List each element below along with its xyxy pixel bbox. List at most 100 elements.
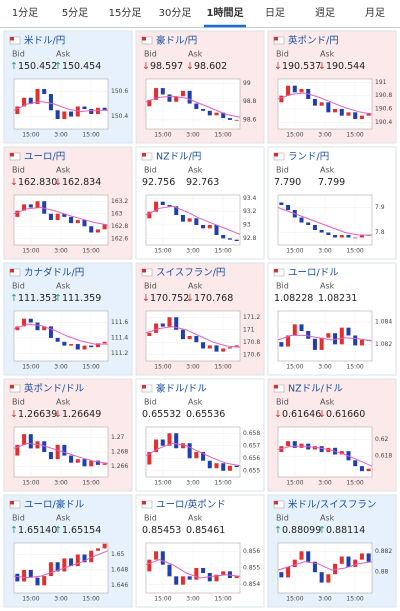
candle (42, 89, 47, 94)
ask-label: Ask (320, 50, 335, 59)
flag-mark (274, 269, 278, 273)
candle (353, 460, 358, 467)
x-tick-label: 15:00 (22, 596, 39, 603)
x-tick-label: 15:00 (214, 596, 231, 603)
pair-name[interactable]: スイスフラン/円 (156, 268, 225, 279)
pair-name[interactable]: ランド/円 (288, 152, 329, 163)
bid-label: Bid (276, 514, 289, 523)
pair-name[interactable]: 米ドル/円 (24, 35, 65, 47)
moving-average (13, 323, 108, 345)
bid-label: Bid (276, 50, 289, 59)
candle (319, 102, 324, 106)
tab[interactable]: 15分足 (109, 7, 142, 19)
candle (160, 439, 165, 446)
tab[interactable]: 月足 (365, 7, 385, 19)
candle (22, 434, 27, 445)
candle (89, 345, 94, 348)
candle (35, 322, 40, 331)
price: 92.763 (186, 177, 219, 188)
candle (234, 239, 239, 241)
tab[interactable]: 日足 (265, 7, 285, 19)
pair-name[interactable]: 豪ドル/ドル (156, 383, 207, 395)
candle (292, 559, 297, 567)
candle (359, 115, 364, 119)
ask-value: 0.65536 (186, 409, 225, 420)
candle (286, 441, 291, 447)
y-tick-label: 99 (243, 80, 251, 87)
pair-name[interactable]: 英ポンド/ドル (24, 383, 85, 395)
candle (279, 342, 284, 347)
x-tick-label: 15:00 (346, 248, 363, 255)
candle (326, 232, 331, 235)
candle (102, 543, 107, 549)
pair-name[interactable]: ユーロ/豪ドル (24, 499, 85, 511)
candle (167, 317, 172, 327)
candle (180, 329, 185, 340)
pair-name[interactable]: NZドル/ドル (288, 384, 343, 395)
candle (15, 326, 20, 331)
y-tick-label: 1.648 (111, 566, 128, 573)
candle (55, 562, 60, 572)
ask-value: ↓190.544 (318, 61, 365, 72)
y-tick-label: 111.4 (111, 334, 128, 341)
ask-value: ↑0.88114 (318, 525, 365, 536)
candle (102, 463, 107, 465)
pair-name[interactable]: 豪ドル/円 (156, 35, 197, 47)
bid-value: 92.756 (142, 177, 175, 188)
moving-average (277, 92, 373, 115)
pair-name[interactable]: ユーロ/円 (24, 152, 65, 163)
candle (28, 434, 33, 449)
x-tick-label: 15:00 (154, 480, 171, 487)
moving-average (145, 326, 241, 348)
candle (180, 90, 185, 97)
candle (214, 345, 219, 352)
price: 150.454 (62, 61, 101, 72)
y-tick-label: 0.656 (243, 455, 260, 462)
candle (299, 324, 304, 331)
candle (353, 559, 358, 567)
price: 1.65140 (18, 525, 57, 536)
candle (234, 576, 239, 578)
y-tick-label: 1.646 (111, 582, 128, 589)
price: 190.544 (326, 61, 365, 72)
candle (69, 111, 74, 117)
tab[interactable]: 1時間足 (207, 6, 245, 19)
candle (201, 568, 206, 573)
candle (154, 201, 159, 212)
arrow: ↓ (318, 409, 326, 420)
price: 0.85453 (142, 525, 181, 536)
price: 7.799 (318, 177, 345, 188)
x-tick-label: 3:00 (186, 596, 200, 603)
candle (339, 327, 344, 345)
candle (312, 561, 317, 573)
pair-name[interactable]: ユーロ/英ポンド (156, 499, 226, 511)
ask-value: ↑111.359 (54, 293, 101, 304)
bid-value: 7.790 (274, 177, 301, 188)
pair-name[interactable]: カナダドル/円 (24, 267, 84, 279)
candle (167, 94, 172, 102)
pair-name[interactable]: 米ドル/スイスフラン (288, 499, 376, 511)
pair-name[interactable]: ユーロ/ドル (288, 268, 339, 279)
y-tick-label: 0.655 (243, 467, 260, 474)
x-tick-label: 3:00 (318, 596, 332, 603)
x-tick-label: 15:00 (154, 132, 171, 139)
x-tick-label: 15:00 (346, 480, 363, 487)
tab[interactable]: 5分足 (62, 7, 88, 19)
x-tick-label: 15:00 (82, 480, 99, 487)
bid-label: Bid (276, 282, 289, 291)
price: 170.752 (150, 293, 189, 304)
pair-name[interactable]: NZドル/円 (156, 152, 201, 163)
tab[interactable]: 週足 (315, 7, 335, 19)
y-tick-label: 0.657 (243, 442, 260, 449)
candle (22, 569, 27, 582)
tab[interactable]: 1分足 (12, 7, 38, 19)
x-tick-label: 15:00 (82, 248, 99, 255)
x-tick-label: 3:00 (186, 364, 200, 371)
arrow: ↑ (54, 61, 62, 72)
tab[interactable]: 30分足 (159, 7, 192, 19)
candle (299, 551, 304, 560)
y-tick-label: 170.8 (243, 339, 260, 346)
pair-name[interactable]: 英ポンド/円 (288, 35, 339, 47)
candle (312, 338, 317, 350)
candle (15, 444, 20, 456)
